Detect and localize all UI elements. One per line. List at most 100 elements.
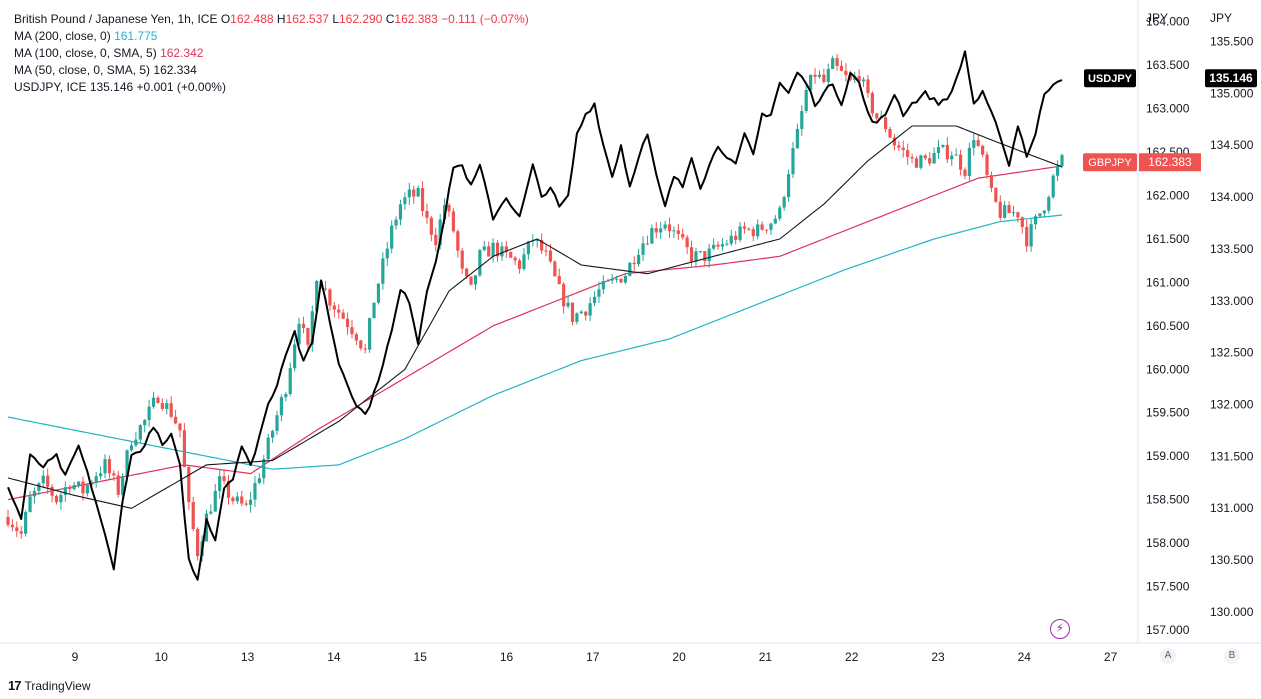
candle [575, 312, 579, 325]
candle-body [725, 243, 729, 245]
candle [456, 229, 460, 258]
candle [279, 394, 284, 422]
candle-body [861, 79, 866, 82]
candle-body [932, 153, 936, 164]
x-tick: 24 [1018, 650, 1032, 664]
candle [822, 68, 826, 84]
candle-body [707, 248, 711, 262]
x-tick: 15 [414, 650, 428, 664]
scale-b-button[interactable]: B [1224, 648, 1240, 664]
candle [244, 500, 248, 507]
legend-main[interactable]: British Pound / Japanese Yen, 1h, ICE O1… [14, 11, 529, 28]
x-tick: 16 [500, 650, 514, 664]
candle [760, 221, 764, 231]
candle-body [54, 495, 59, 503]
candle [138, 424, 142, 444]
y-tick-a: 160.000 [1146, 362, 1190, 376]
candle [76, 481, 81, 488]
candle [650, 224, 654, 244]
candle [425, 203, 429, 225]
legend-ma200[interactable]: MA (200, close, 0) 161.775 [14, 28, 529, 45]
y-tick-a: 161.500 [1146, 232, 1190, 246]
x-tick: 20 [672, 650, 686, 664]
candle-body [509, 251, 513, 258]
y-tick-b: 134.000 [1210, 190, 1254, 204]
chart-legend: British Pound / Japanese Yen, 1h, ICE O1… [14, 11, 529, 96]
y-tick-a: 158.500 [1146, 493, 1190, 507]
candle [226, 475, 231, 505]
candle [94, 472, 98, 488]
candle [623, 273, 628, 285]
candle-body [791, 148, 795, 175]
candle-body [222, 476, 226, 481]
candle-body [892, 137, 897, 146]
usdjpy-value-badge [1205, 69, 1257, 88]
candle-body [24, 512, 28, 534]
candle [817, 70, 822, 79]
candle [41, 470, 45, 489]
candle-body [178, 423, 182, 431]
candle [81, 476, 85, 501]
candle-body [434, 234, 438, 246]
candle-body [941, 144, 945, 147]
y-tick-b: 134.500 [1210, 138, 1254, 152]
legend-ma100[interactable]: MA (100, close, 0, SMA, 5) 162.342 [14, 45, 529, 62]
candle-body [637, 254, 641, 265]
candle-body [85, 484, 89, 494]
candle-body [425, 210, 429, 218]
candle-body [703, 251, 707, 262]
candle-body [363, 348, 367, 350]
candle [1033, 214, 1038, 230]
candle [306, 327, 310, 351]
candle [892, 134, 897, 151]
candle [50, 484, 54, 503]
candle-body [694, 251, 698, 262]
flash-icon[interactable]: ⚡ [1050, 619, 1070, 639]
candle-body [566, 302, 570, 307]
candle-body [293, 344, 297, 369]
candle [981, 144, 985, 158]
candle-body [451, 211, 456, 232]
candle-body [407, 189, 411, 198]
candle-body [504, 246, 508, 252]
candle [328, 287, 332, 311]
candle-body [19, 531, 23, 534]
candle-body [645, 243, 650, 245]
candle [429, 215, 433, 242]
candle-body [306, 328, 310, 345]
candle-body [412, 189, 416, 197]
candle-body [438, 219, 442, 246]
scale-a-button[interactable]: A [1160, 648, 1176, 664]
candle-body [209, 511, 213, 514]
legend-usdjpy[interactable]: USDJPY, ICE 135.146 +0.001 (+0.00%) [14, 79, 529, 96]
candle [826, 63, 830, 87]
candle [976, 134, 980, 148]
candle-body [981, 145, 985, 155]
candle-body [989, 175, 994, 188]
candle-body [354, 334, 358, 341]
candle [738, 221, 742, 243]
candle-body [628, 262, 632, 276]
candle-body [936, 146, 941, 154]
tradingview-mark-icon: 17 [8, 678, 22, 693]
candle-body [315, 280, 319, 312]
legend-ma50[interactable]: MA (50, close, 0, SMA, 5) 162.334 [14, 62, 529, 79]
candle-body [284, 394, 288, 398]
candle [914, 156, 919, 168]
candle-body [165, 403, 169, 409]
candle-body [266, 437, 270, 460]
tradingview-logo[interactable]: 17 TradingView [8, 678, 91, 693]
candle-body [76, 481, 81, 486]
candle [888, 126, 892, 139]
candle-body [297, 323, 301, 345]
gbpjpy-value-text: 162.383 [1148, 155, 1192, 169]
ma50-value: 162.334 [153, 63, 197, 77]
candle [129, 442, 134, 452]
candle-body [50, 486, 54, 496]
candle-body [456, 231, 460, 251]
candle-body [526, 241, 530, 255]
candle [632, 256, 636, 271]
candle [301, 316, 306, 334]
usdjpy-value: 135.146 [89, 80, 134, 94]
